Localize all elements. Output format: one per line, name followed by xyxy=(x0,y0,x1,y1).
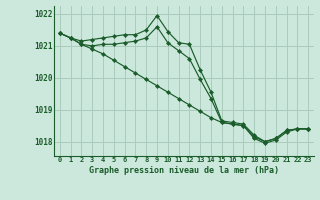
X-axis label: Graphe pression niveau de la mer (hPa): Graphe pression niveau de la mer (hPa) xyxy=(89,166,279,175)
